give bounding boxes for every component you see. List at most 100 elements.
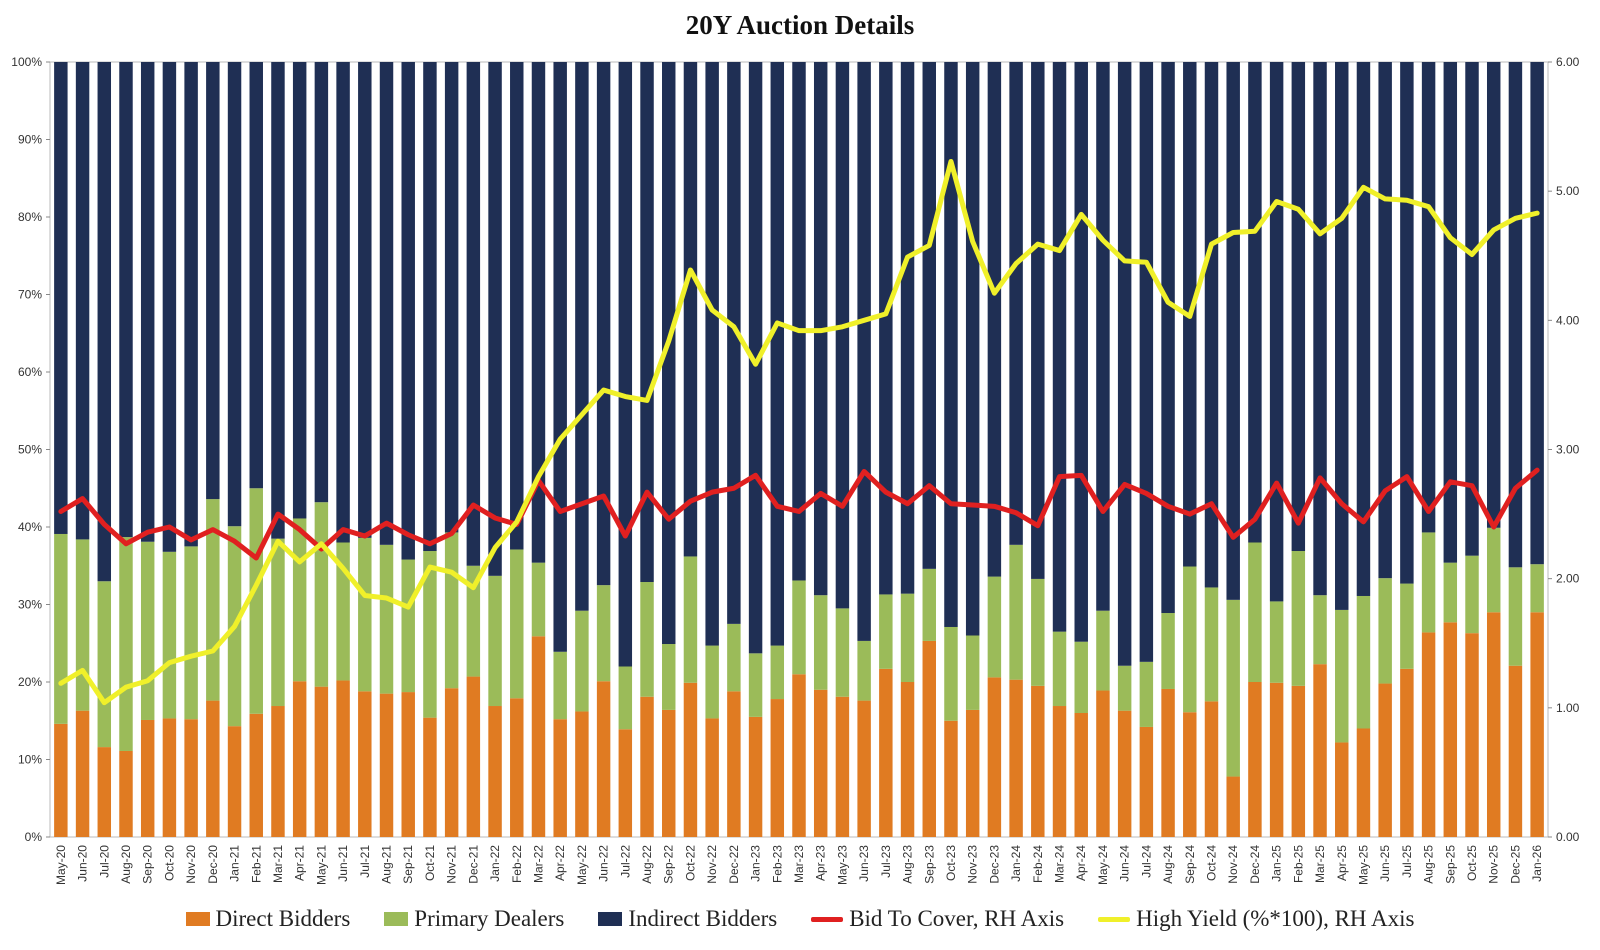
x-tick-label-36: May-23 — [835, 845, 849, 885]
legend-label-direct: Direct Bidders — [215, 906, 351, 931]
y-left-tick-label-7: 70% — [18, 288, 42, 302]
x-tick-label-20: Jan-22 — [488, 845, 502, 882]
x-tick-label-9: Feb-21 — [249, 845, 263, 883]
bar-direct-bidders-56 — [1269, 682, 1284, 837]
legend-item-high-yield: High Yield (%*100), RH Axis — [1098, 906, 1414, 932]
bar-indirect-bidders-40 — [922, 62, 936, 569]
bar-indirect-bidders-64 — [1443, 62, 1458, 563]
x-tick-label-13: Jun-21 — [336, 845, 350, 882]
legend-item-direct-bidders: Direct Bidders — [185, 906, 351, 932]
bar-indirect-bidders-67 — [1508, 62, 1523, 568]
bar-indirect-bidders-27 — [640, 62, 654, 583]
bar-direct-bidders-66 — [1486, 612, 1501, 837]
x-tick-label-34: Mar-23 — [792, 845, 806, 883]
bar-indirect-bidders-41 — [944, 62, 958, 627]
x-tick-label-53: Oct-24 — [1204, 845, 1218, 881]
bar-primary-dealers-48 — [1096, 610, 1110, 691]
bar-direct-bidders-27 — [640, 696, 654, 837]
y-left-tick-label-3: 30% — [18, 598, 42, 612]
x-tick-label-55: Dec-24 — [1248, 845, 1262, 884]
x-tick-label-1: Jun-20 — [76, 845, 90, 882]
bar-indirect-bidders-36 — [835, 62, 850, 609]
bar-primary-dealers-30 — [705, 645, 719, 719]
x-tick-label-31: Dec-22 — [727, 845, 741, 884]
x-tick-label-47: Apr-24 — [1074, 845, 1088, 881]
bar-primary-dealers-43 — [987, 576, 1002, 678]
bar-primary-dealers-22 — [531, 562, 546, 637]
bar-primary-dealers-54 — [1226, 599, 1240, 777]
bar-direct-bidders-21 — [510, 698, 524, 837]
y-right-tick-label-1: 1.00 — [1556, 701, 1580, 715]
bar-indirect-bidders-51 — [1161, 62, 1175, 614]
bar-indirect-bidders-63 — [1421, 62, 1436, 533]
bar-direct-bidders-26 — [618, 729, 633, 837]
y-right-tick-label-2: 2.00 — [1556, 572, 1580, 586]
bar-direct-bidders-13 — [336, 680, 350, 837]
x-tick-label-8: Jan-21 — [228, 845, 242, 882]
legend-label-primary: Primary Dealers — [414, 906, 565, 931]
bar-primary-dealers-28 — [662, 644, 676, 710]
bar-primary-dealers-24 — [575, 610, 589, 712]
legend-label-btc: Bid To Cover, RH Axis — [849, 906, 1065, 931]
bar-indirect-bidders-12 — [314, 62, 329, 503]
bar-direct-bidders-11 — [292, 681, 307, 837]
bar-primary-dealers-31 — [727, 623, 741, 692]
x-tick-label-11: Apr-21 — [293, 845, 307, 881]
bar-direct-bidders-20 — [488, 706, 502, 837]
bar-direct-bidders-49 — [1117, 710, 1132, 837]
x-tick-label-15: Aug-21 — [380, 845, 394, 884]
bar-direct-bidders-58 — [1313, 664, 1327, 837]
x-tick-label-26: Jul-22 — [618, 845, 632, 878]
x-tick-label-38: Jul-23 — [879, 845, 893, 878]
x-tick-label-59: Apr-25 — [1335, 845, 1349, 881]
bar-direct-bidders-17 — [423, 717, 437, 837]
bar-indirect-bidders-32 — [748, 62, 763, 654]
bar-indirect-bidders-21 — [510, 62, 524, 550]
x-tick-label-32: Jan-23 — [749, 845, 763, 882]
bar-indirect-bidders-53 — [1204, 62, 1219, 588]
y-left-tick-label-2: 20% — [18, 675, 42, 689]
x-tick-label-4: Sep-20 — [141, 845, 155, 884]
x-tick-label-23: Apr-22 — [553, 845, 567, 881]
x-tick-label-68: Jan-26 — [1530, 845, 1544, 882]
bar-direct-bidders-8 — [227, 726, 242, 837]
bar-direct-bidders-4 — [140, 719, 155, 837]
bar-primary-dealers-59 — [1335, 609, 1349, 743]
bar-direct-bidders-18 — [444, 688, 459, 837]
bar-direct-bidders-46 — [1052, 706, 1067, 837]
x-tick-label-2: Jul-20 — [97, 845, 111, 878]
bar-direct-bidders-60 — [1356, 728, 1371, 837]
bar-direct-bidders-0 — [54, 723, 68, 837]
bar-indirect-bidders-24 — [575, 62, 589, 611]
x-tick-label-41: Oct-23 — [944, 845, 958, 881]
bar-primary-dealers-51 — [1161, 613, 1175, 689]
x-tick-label-17: Oct-21 — [423, 845, 437, 881]
bar-direct-bidders-30 — [705, 718, 719, 837]
bar-primary-dealers-19 — [466, 565, 481, 677]
bar-indirect-bidders-2 — [97, 62, 112, 582]
legend: Direct Bidders Primary Dealers Indirect … — [0, 906, 1600, 932]
bar-indirect-bidders-14 — [358, 62, 372, 538]
bar-direct-bidders-38 — [879, 668, 893, 837]
bar-primary-dealers-10 — [271, 538, 285, 707]
bar-direct-bidders-14 — [358, 691, 372, 837]
bar-indirect-bidders-47 — [1074, 62, 1088, 642]
x-tick-label-33: Feb-23 — [770, 845, 784, 883]
bar-primary-dealers-33 — [770, 645, 785, 700]
bar-indirect-bidders-50 — [1139, 62, 1154, 662]
bar-primary-dealers-40 — [922, 568, 936, 641]
bar-direct-bidders-23 — [553, 719, 567, 837]
x-tick-label-14: Jul-21 — [358, 845, 372, 878]
bar-direct-bidders-2 — [97, 747, 112, 837]
bar-indirect-bidders-33 — [770, 62, 785, 646]
x-tick-label-21: Feb-22 — [510, 845, 524, 883]
bar-primary-dealers-21 — [510, 549, 524, 699]
bar-primary-dealers-37 — [857, 640, 871, 701]
bar-primary-dealers-27 — [640, 582, 654, 697]
x-tick-label-44: Jan-24 — [1009, 845, 1023, 882]
bar-direct-bidders-40 — [922, 640, 936, 837]
bar-primary-dealers-35 — [813, 595, 828, 690]
bar-primary-dealers-64 — [1443, 562, 1458, 623]
bar-direct-bidders-61 — [1378, 683, 1392, 837]
bar-direct-bidders-42 — [965, 709, 980, 837]
